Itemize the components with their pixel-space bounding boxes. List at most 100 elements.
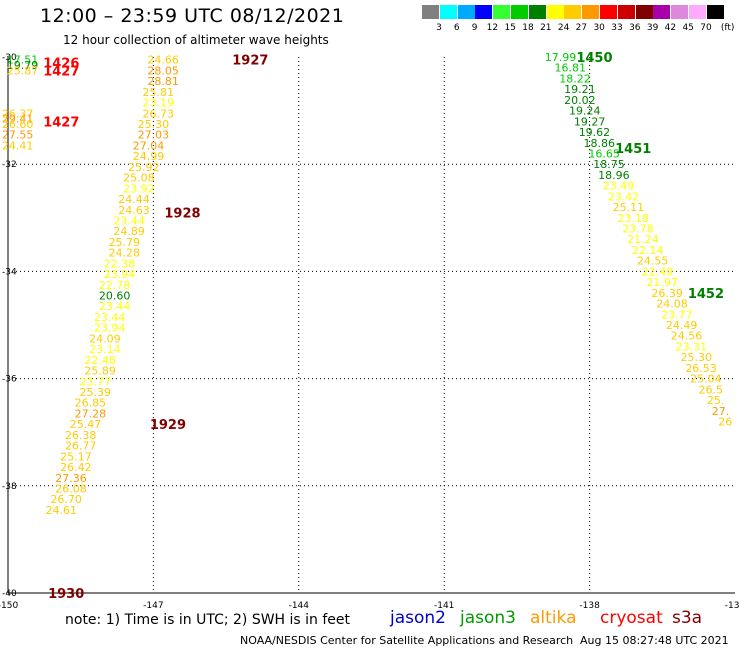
wave-height-point: 25.87 xyxy=(7,64,39,77)
pass-time-label: 1929 xyxy=(150,418,186,433)
wave-height-point: 27.55 xyxy=(2,129,34,142)
legend-bin-label: 45 xyxy=(682,23,694,33)
y-tick-label: -36 xyxy=(2,375,17,385)
legend-bin-label: 12 xyxy=(486,23,499,33)
x-tick-label: -147 xyxy=(143,601,163,611)
legend-swatch xyxy=(564,5,582,19)
wave-height-point: 26 xyxy=(718,415,732,428)
legend-bin-label: 6 xyxy=(453,23,460,33)
x-tick-label: -135 xyxy=(725,601,740,611)
legend-swatch xyxy=(671,5,689,19)
wave-height-point: 21.97 xyxy=(647,276,679,289)
legend-bin-label: 9 xyxy=(471,23,478,33)
wave-height-point: 25.30 xyxy=(138,118,170,131)
x-tick-label: -150 xyxy=(0,601,18,611)
pass-time-label: 1928 xyxy=(164,206,200,221)
wave-height-point: 22.38 xyxy=(104,257,136,270)
mission-label-s3a: s3a xyxy=(672,608,703,628)
wave-height-point: 24.55 xyxy=(637,255,669,268)
wave-height-point: 26.38 xyxy=(65,429,97,442)
wave-height-point: 26.70 xyxy=(50,493,82,506)
wave-height-point: 24.61 xyxy=(46,504,78,517)
wave-height-point: 28.05 xyxy=(147,64,179,77)
page-title: 12:00 – 23:59 UTC 08/12/2021 xyxy=(40,5,345,27)
wave-height-point: 23.44 xyxy=(113,214,145,227)
wave-height-point: 23.92 xyxy=(123,182,155,195)
wave-height-point: 18.22 xyxy=(559,72,591,85)
wave-height-point: 25.30 xyxy=(680,351,712,364)
wave-height-point: 27.03 xyxy=(138,129,170,142)
wave-height-point: 25.81 xyxy=(142,86,174,99)
wave-height-point: 24.41 xyxy=(2,139,34,152)
wave-height-point: 19.62 xyxy=(579,126,611,139)
wave-height-point: 27.36 xyxy=(55,472,87,485)
pass-time-label: 1451 xyxy=(615,142,651,157)
mission-label-jason2: jason2 xyxy=(390,608,446,628)
wave-height-point: 25.92 xyxy=(128,161,160,174)
wave-height-point: 23.42 xyxy=(608,190,640,203)
legend-swatch xyxy=(653,5,671,19)
wave-height-point: 26.42 xyxy=(60,461,92,474)
wave-height-point: 26.39 xyxy=(651,287,683,300)
wave-height-point: 16.81 xyxy=(554,62,586,75)
wave-height-point: 26.73 xyxy=(142,107,174,120)
pass-time-label: 1930 xyxy=(48,587,84,602)
x-tick-label: -138 xyxy=(579,601,600,611)
wave-height-point: 27.04 xyxy=(133,139,165,152)
wave-height-point: 18.86 xyxy=(584,137,616,150)
wave-height-point: 25.39 xyxy=(79,386,111,399)
wave-height-point: 26.60 xyxy=(2,118,34,131)
wave-height-point: 29.41 xyxy=(2,113,34,126)
wave-height-point: 23.77 xyxy=(661,308,693,321)
wave-height-point: 25.89 xyxy=(84,365,116,378)
legend-swatch xyxy=(422,5,439,19)
wave-height-point: 23.78 xyxy=(622,223,654,236)
legend-bin-label: 18 xyxy=(522,23,534,33)
legend-swatch xyxy=(600,5,617,19)
wave-height-point: 24.63 xyxy=(118,204,150,217)
legend-bin-label: 3 xyxy=(436,23,442,33)
wave-height-point: 25.04 xyxy=(690,373,722,386)
wave-height-point: 23.18 xyxy=(617,212,649,225)
wave-height-point: 23.94 xyxy=(104,268,136,281)
wave-height-point: 16.65 xyxy=(588,147,620,160)
y-tick-label: -40 xyxy=(2,589,17,599)
wave-height-point: 27. xyxy=(712,405,730,418)
legend-bin-label: 15 xyxy=(504,23,516,33)
wave-height-point: 24.56 xyxy=(671,330,703,343)
wave-height-point: 22.14 xyxy=(632,244,664,257)
wave-height-point: 23.94 xyxy=(94,322,126,335)
generated-timestamp: Aug 15 08:27:48 UTC 2021 xyxy=(580,634,729,647)
wave-height-point: 27.28 xyxy=(75,407,107,420)
wave-height-point: 24.89 xyxy=(113,225,145,238)
wave-height-point: 23.44 xyxy=(94,311,126,324)
legend-swatch xyxy=(528,5,546,19)
pass-time-label: 1427 xyxy=(43,64,79,79)
legend-bin-label: 30 xyxy=(593,23,605,33)
y-tick-label: -32 xyxy=(2,160,17,170)
legend-swatch xyxy=(511,5,528,19)
legend-bin-label: 70 xyxy=(700,23,712,33)
legend-swatch xyxy=(493,5,511,19)
pass-time-label: 1452 xyxy=(688,287,724,302)
wave-height-point: 22.48 xyxy=(84,354,116,367)
wave-height-point: 23.77 xyxy=(79,375,111,388)
footer-note: note: 1) Time is in UTC; 2) SWH is in fe… xyxy=(65,612,351,628)
legend-swatch xyxy=(457,5,475,19)
wave-height-point: 25.47 xyxy=(70,418,102,431)
legend-swatch xyxy=(706,5,724,19)
wave-height-point: 19.21 xyxy=(564,83,596,96)
legend-swatch xyxy=(635,5,653,19)
wave-height-point: 18.75 xyxy=(593,158,625,171)
wave-height-point: 26.37 xyxy=(2,107,34,120)
wave-height-point: 24.08 xyxy=(656,298,688,311)
wave-height-point: 24.44 xyxy=(118,193,150,206)
wave-height-point: 23.19 xyxy=(142,97,174,110)
wave-height-point: 23.31 xyxy=(676,340,708,353)
mission-label-cryosat: cryosat xyxy=(600,608,663,628)
pass-time-label: 1427 xyxy=(43,115,79,130)
x-tick-label: -144 xyxy=(289,601,310,611)
wave-height-point: 23.49 xyxy=(603,180,635,193)
wave-height-point: 19.79 xyxy=(7,59,39,72)
legend-swatch xyxy=(617,5,635,19)
